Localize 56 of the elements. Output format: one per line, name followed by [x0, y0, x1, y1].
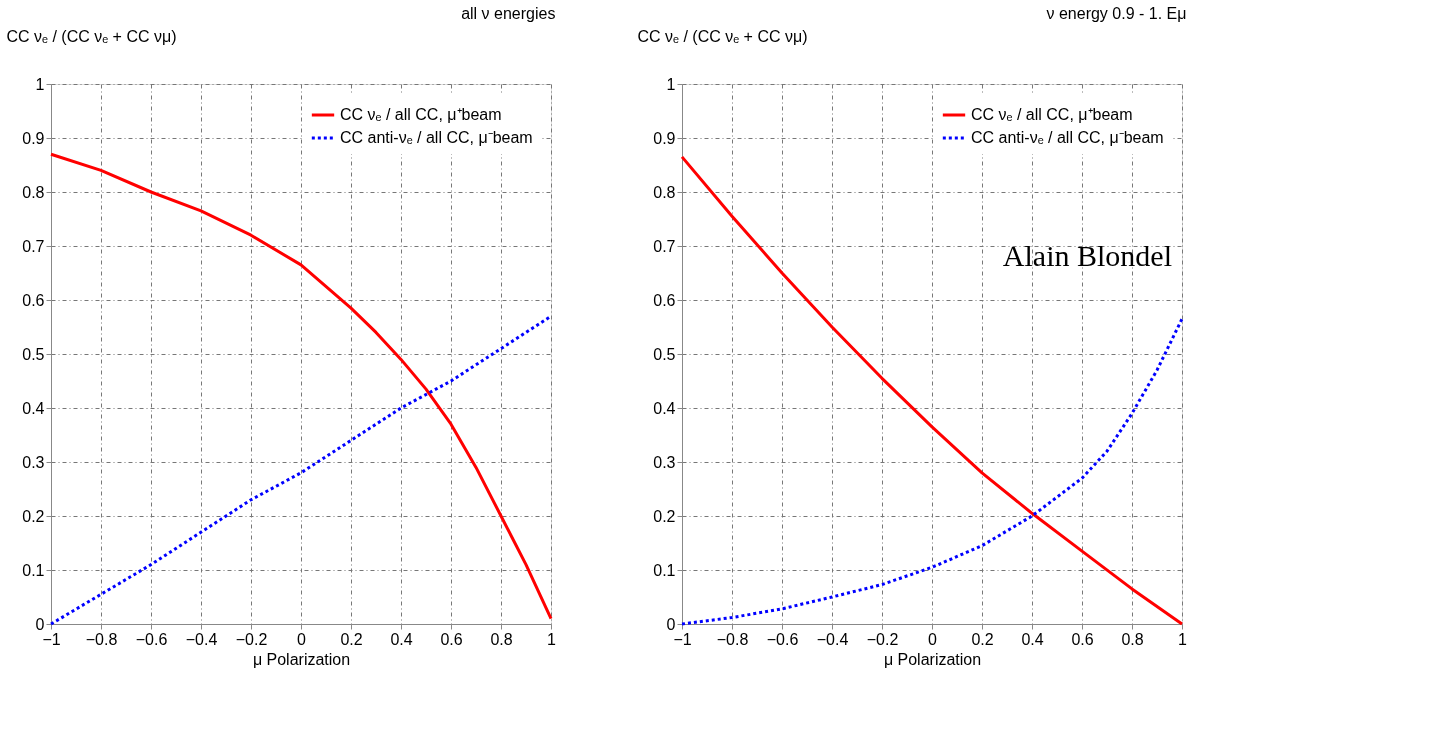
y-tick-label: 0.2 [22, 507, 45, 525]
x-tick-label: −0.6 [766, 630, 799, 648]
y-tick-label: 0.7 [22, 237, 45, 255]
annotation: Alain Blondel [1002, 238, 1172, 272]
y-tick-label: 1 [35, 75, 45, 93]
x-tick-label: 0.2 [971, 630, 994, 648]
x-tick-label: −1 [673, 630, 692, 648]
x-tick-label: −0.4 [185, 630, 218, 648]
y-tick-label: 0 [666, 615, 676, 633]
y-tick-label: 0.2 [653, 507, 676, 525]
x-tick-label: 0.2 [340, 630, 363, 648]
x-tick-label: 1 [547, 630, 557, 648]
y-tick-label: 0.1 [653, 561, 676, 579]
x-tick-label: −0.2 [235, 630, 268, 648]
x-axis-title: μ Polarization [252, 650, 351, 668]
x-axis-title: μ Polarization [883, 650, 982, 668]
x-tick-label: 0.4 [1021, 630, 1044, 648]
x-tick-label: −0.8 [85, 630, 118, 648]
x-tick-label: 0.4 [390, 630, 413, 648]
x-tick-label: 0 [297, 630, 307, 648]
y-tick-label: 0.8 [653, 183, 676, 201]
y-axis-title: CC νₑ / (CC νₑ + CC νμ) [6, 27, 177, 45]
y-tick-label: 0.9 [653, 129, 676, 147]
legend-label: CC anti-νₑ / all CC, μ⁻beam [340, 129, 533, 146]
y-tick-label: 0.3 [653, 453, 676, 471]
y-tick-label: 0.6 [22, 291, 45, 309]
legend-label: CC νₑ / all CC, μ⁺beam [340, 106, 502, 123]
x-tick-label: 0.6 [1071, 630, 1094, 648]
legend-label: CC anti-νₑ / all CC, μ⁻beam [971, 129, 1164, 146]
y-tick-label: 0.5 [653, 345, 676, 363]
x-tick-label: −0.4 [816, 630, 849, 648]
y-tick-label: 0.1 [22, 561, 45, 579]
chart-title: ν energy 0.9 - 1. Eμ [1046, 5, 1187, 22]
y-tick-label: 0.3 [22, 453, 45, 471]
x-tick-label: −0.2 [866, 630, 899, 648]
y-tick-label: 0 [35, 615, 45, 633]
y-axis-title: CC νₑ / (CC νₑ + CC νμ) [637, 27, 808, 45]
y-tick-label: 0.4 [653, 399, 676, 417]
x-tick-label: 0.8 [490, 630, 513, 648]
x-tick-label: 0.6 [440, 630, 463, 648]
y-tick-label: 1 [666, 75, 676, 93]
x-tick-label: 0.8 [1121, 630, 1144, 648]
x-tick-label: 0 [928, 630, 938, 648]
y-tick-label: 0.7 [653, 237, 676, 255]
y-tick-label: 0.6 [653, 291, 676, 309]
chart-title: all ν energies [461, 5, 556, 22]
x-tick-label: −0.8 [716, 630, 749, 648]
y-tick-label: 0.5 [22, 345, 45, 363]
x-tick-label: −1 [42, 630, 61, 648]
line-series [49, 152, 553, 621]
x-tick-label: −0.6 [135, 630, 168, 648]
y-tick-label: 0.8 [22, 183, 45, 201]
x-tick-label: 1 [1178, 630, 1188, 648]
legend-label: CC νₑ / all CC, μ⁺beam [971, 106, 1133, 123]
y-tick-label: 0.4 [22, 399, 45, 417]
y-tick-label: 0.9 [22, 129, 45, 147]
